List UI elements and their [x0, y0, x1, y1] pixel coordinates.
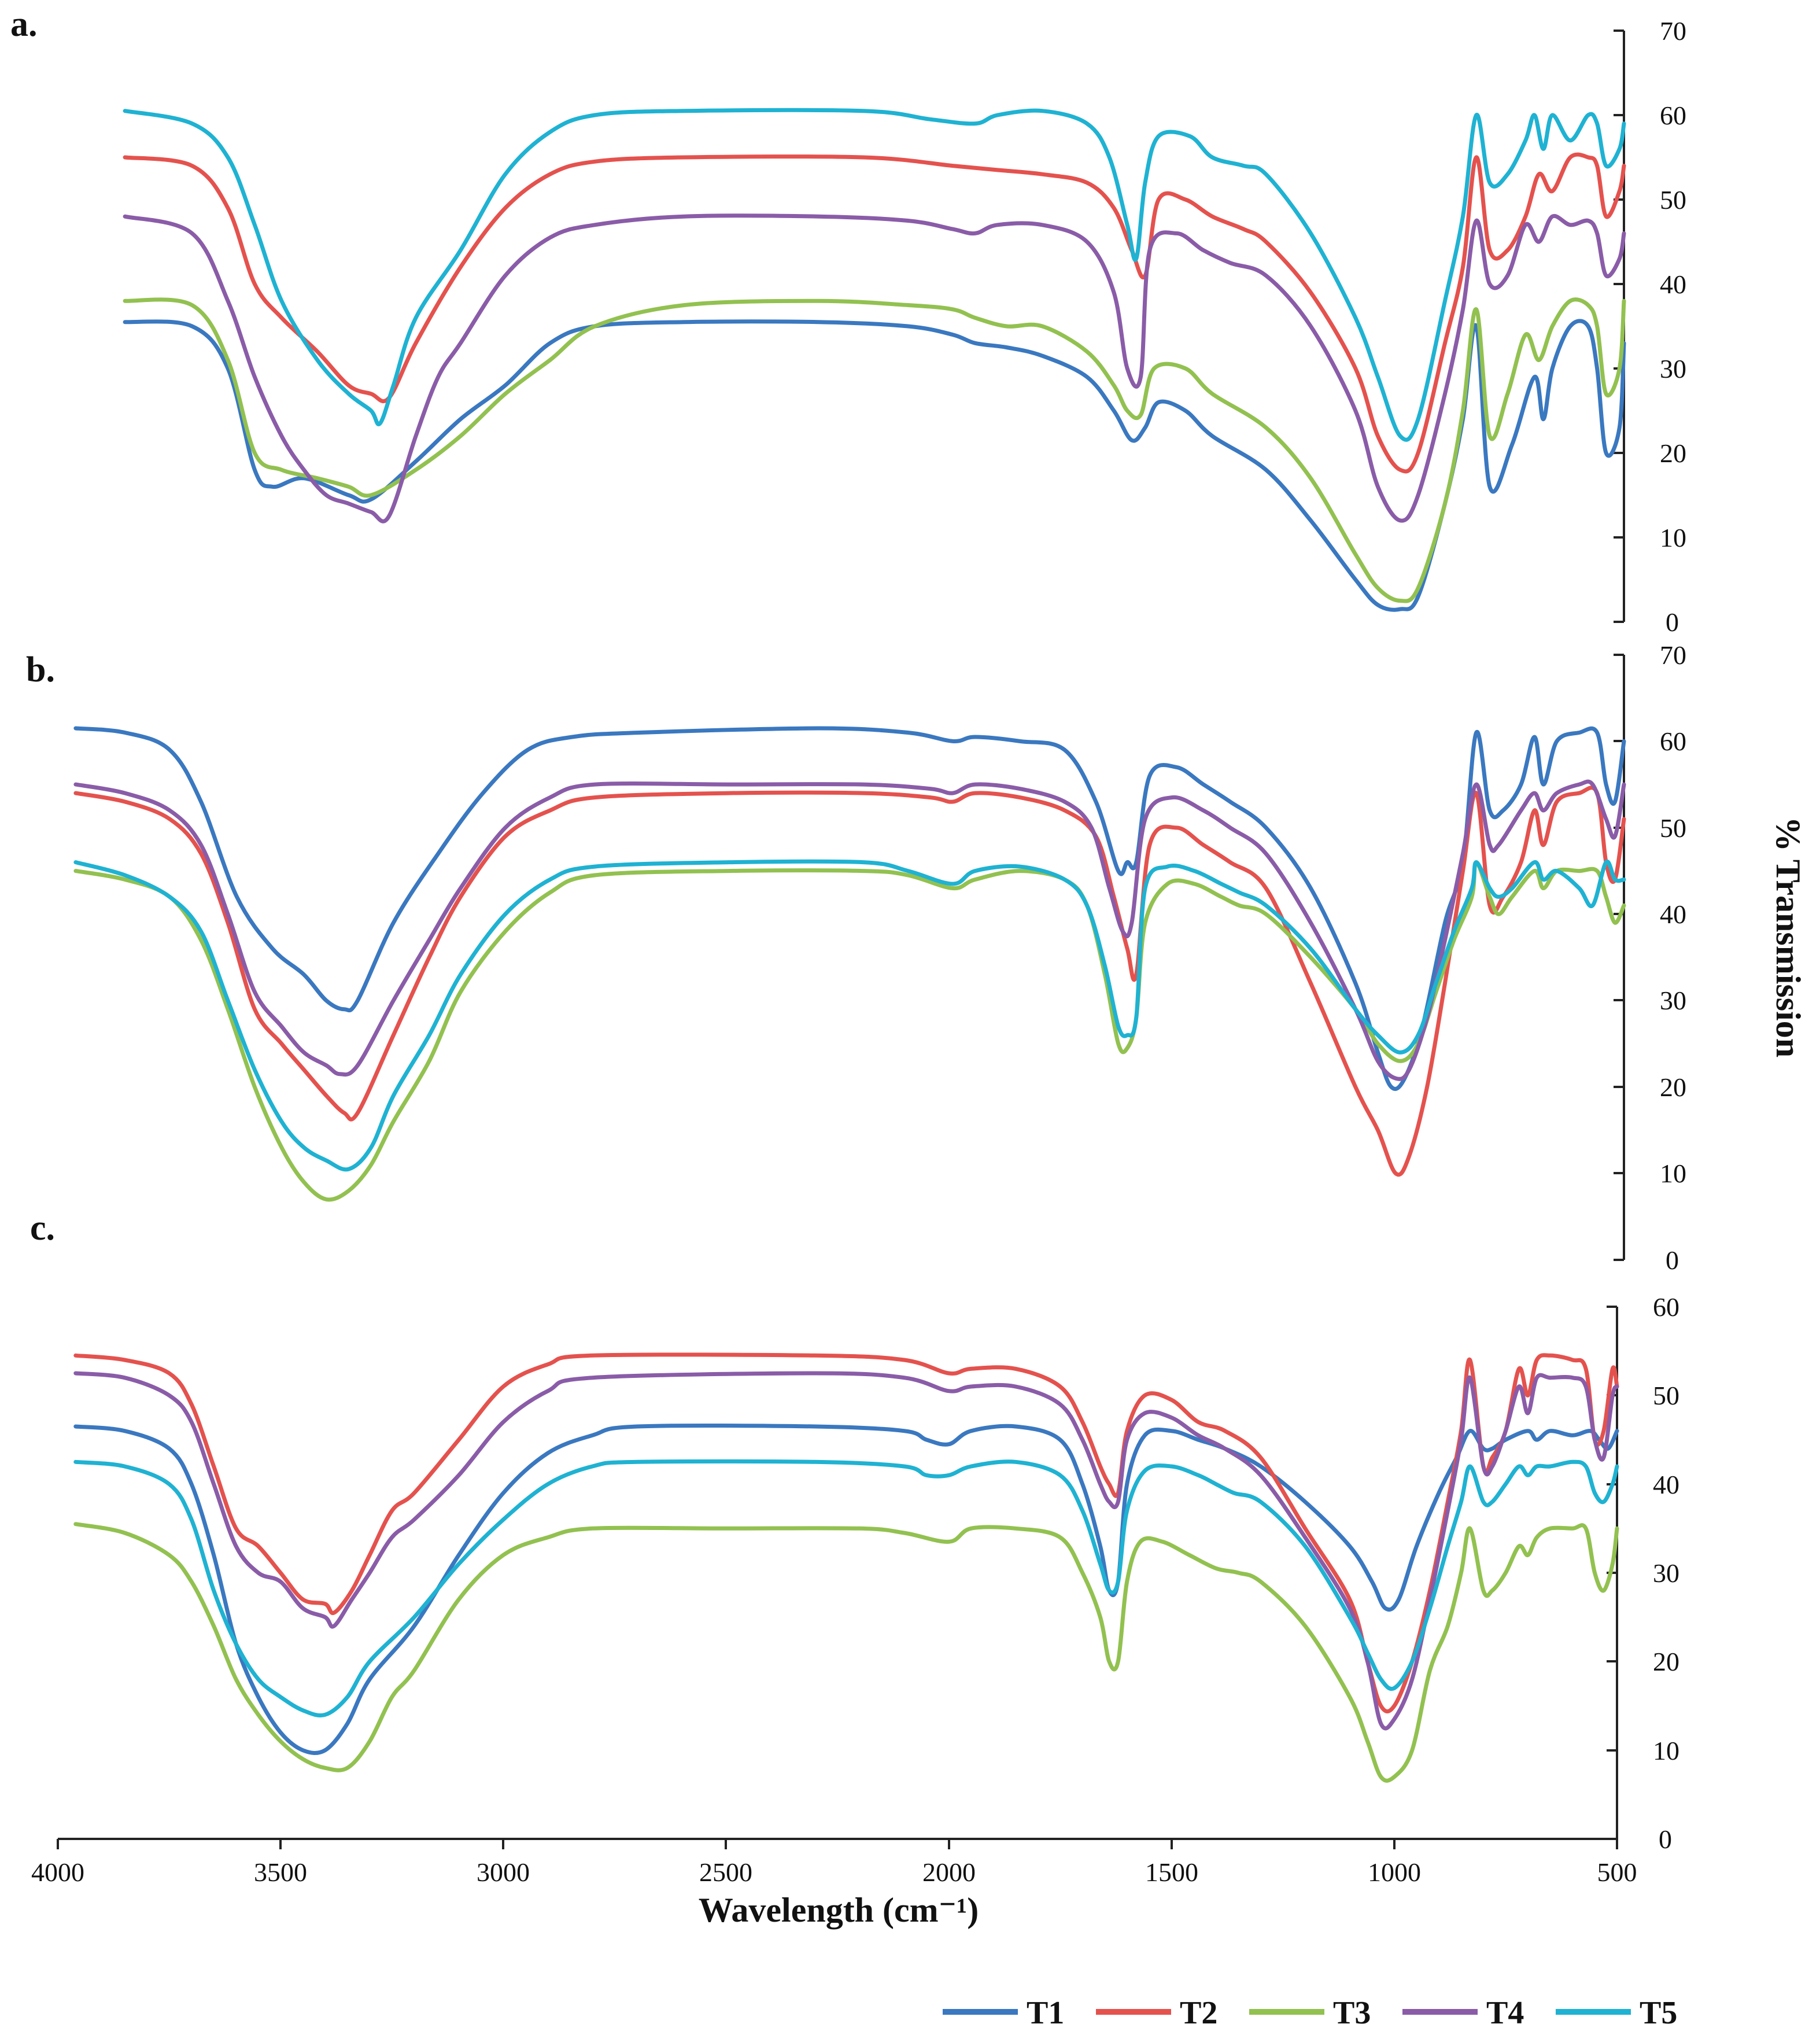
panel-c-series-t3-line — [73, 1522, 1619, 1783]
panel-a-ytick-label: 70 — [1660, 16, 1686, 46]
legend-label-t2: T2 — [1180, 1995, 1217, 2031]
panel-c-ytick-label: 10 — [1653, 1736, 1679, 1765]
panel-a-series-t3-line — [123, 297, 1626, 603]
legend-label-t1: T1 — [1027, 1995, 1064, 2031]
panel-c-x-ticks — [57, 1839, 1618, 1849]
panel-b-ytick-label: 0 — [1666, 1245, 1679, 1275]
panel-c-ytick-label: 40 — [1653, 1470, 1679, 1499]
panel-c-ytick-label: 60 — [1653, 1292, 1679, 1322]
panel-c: c. 60 50 40 30 20 10 — [30, 1208, 1679, 1887]
panel-b-series-t4-line — [73, 779, 1626, 1081]
x-tick-label: 2500 — [699, 1857, 752, 1887]
panel-a-ytick-label: 50 — [1660, 185, 1686, 215]
panel-c-ytick-label: 50 — [1653, 1381, 1679, 1410]
x-axis-title: Wavelength (cm⁻¹) — [699, 1891, 979, 1929]
panel-b-series — [73, 726, 1626, 1202]
legend-label-t3: T3 — [1333, 1995, 1371, 2031]
panel-c-label: c. — [30, 1208, 55, 1248]
panel-c-ytick-label: 0 — [1659, 1824, 1672, 1854]
panel-c-series-t5-line — [73, 1459, 1619, 1717]
panel-c-ytick-label: 30 — [1653, 1558, 1679, 1588]
legend-item-t5: T5 — [1556, 1995, 1677, 2031]
x-tick-label: 2000 — [922, 1857, 976, 1887]
panel-b-series-t1-line — [73, 726, 1626, 1091]
panel-a-series — [123, 108, 1626, 612]
x-tick-label: 1500 — [1145, 1857, 1198, 1887]
x-tick-label: 3000 — [477, 1857, 530, 1887]
panel-b-ytick-label: 70 — [1660, 640, 1686, 670]
panel-a-ytick-label: 60 — [1660, 101, 1686, 130]
x-tick-label: 4000 — [31, 1857, 84, 1887]
panel-a-ytick-label: 30 — [1660, 354, 1686, 384]
panel-a-ytick-label: 40 — [1660, 270, 1686, 299]
panel-a-ytick-label: 10 — [1660, 523, 1686, 552]
panel-b-label: b. — [26, 650, 55, 690]
panel-b-ytick-label: 50 — [1660, 813, 1686, 843]
panel-a: a. 70 60 50 40 30 20 10 0 — [10, 5, 1686, 637]
panel-c-series-t1-line — [73, 1424, 1619, 1755]
panel-a-series-t5-line — [123, 108, 1626, 442]
legend-item-t1: T1 — [943, 1995, 1064, 2031]
panel-c-series-t4-line — [73, 1371, 1619, 1731]
panel-b-ytick-label: 10 — [1660, 1159, 1686, 1188]
x-tick-label: 500 — [1597, 1857, 1637, 1887]
panel-c-ytick-label: 20 — [1653, 1647, 1679, 1676]
x-tick-labels: 4000 3500 3000 2500 2000 1500 1000 500 — [31, 1857, 1637, 1887]
x-tick-label: 1000 — [1368, 1857, 1421, 1887]
legend-label-t5: T5 — [1640, 1995, 1677, 2031]
panel-c-series-t2-line — [73, 1352, 1619, 1714]
legend-label-t4: T4 — [1486, 1995, 1524, 2031]
panel-a-ytick-label: 0 — [1666, 607, 1679, 637]
legend-item-t2: T2 — [1096, 1995, 1217, 2031]
panel-b-series-t5-line — [73, 859, 1626, 1172]
panel-b: b. 70 60 50 40 30 20 10 0 — [26, 640, 1686, 1275]
panel-b-ytick-label: 30 — [1660, 986, 1686, 1015]
panel-a-y-tick-labels: 70 60 50 40 30 20 10 0 — [1660, 16, 1686, 637]
panel-a-label: a. — [10, 5, 38, 44]
legend: T1 T2 T3 T4 T5 — [943, 1995, 1677, 2031]
legend-item-t3: T3 — [1249, 1995, 1371, 2031]
panel-a-series-t2-line — [123, 152, 1626, 474]
panel-b-ytick-label: 20 — [1660, 1072, 1686, 1102]
x-tick-label: 3500 — [254, 1857, 307, 1887]
panel-a-ytick-label: 20 — [1660, 438, 1686, 468]
panel-c-series — [73, 1352, 1619, 1783]
panel-b-y-tick-labels: 70 60 50 40 30 20 10 0 — [1660, 640, 1686, 1275]
panel-b-ytick-label: 60 — [1660, 727, 1686, 756]
y-axis-title: % Transmission — [1769, 817, 1807, 1057]
legend-item-t4: T4 — [1402, 1995, 1524, 2031]
panel-c-y-tick-labels: 60 50 40 30 20 10 0 — [1653, 1292, 1679, 1854]
panel-b-ytick-label: 40 — [1660, 899, 1686, 929]
panel-a-series-t4-line — [123, 213, 1626, 524]
panel-a-series-t1-line — [123, 319, 1626, 612]
